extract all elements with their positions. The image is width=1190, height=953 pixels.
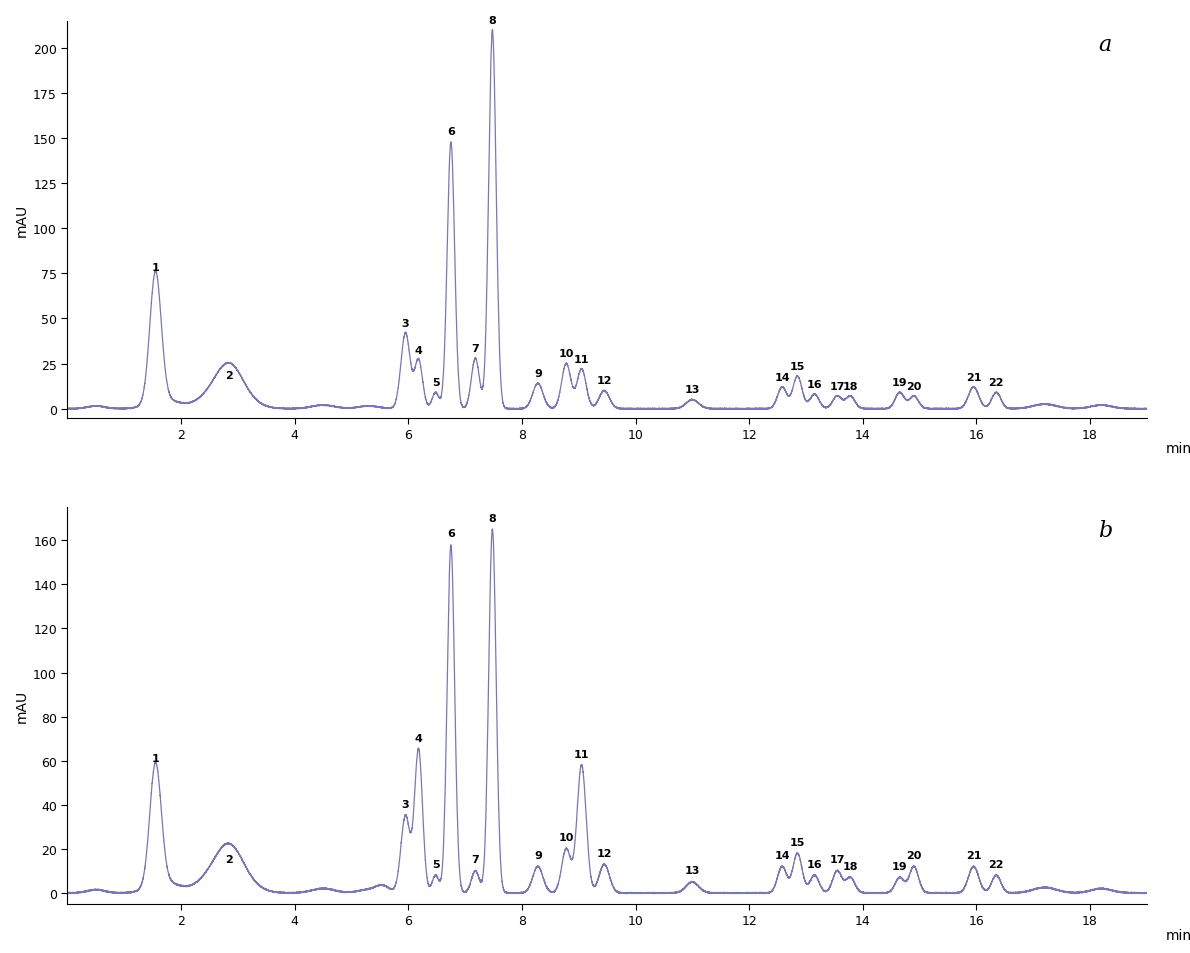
Text: a: a	[1098, 33, 1111, 56]
Text: 10: 10	[558, 349, 574, 358]
Text: 1: 1	[151, 753, 159, 763]
Text: 16: 16	[807, 859, 822, 869]
Text: 5: 5	[432, 859, 439, 869]
X-axis label: min: min	[1166, 442, 1190, 456]
Text: 11: 11	[574, 749, 589, 759]
Text: 8: 8	[489, 15, 496, 26]
Text: 18: 18	[843, 381, 858, 392]
Text: 20: 20	[907, 850, 921, 860]
Text: 21: 21	[966, 850, 982, 860]
Text: 5: 5	[432, 377, 439, 388]
Text: 20: 20	[907, 381, 921, 392]
Text: 17: 17	[829, 855, 845, 864]
Text: 12: 12	[596, 848, 612, 858]
Y-axis label: mAU: mAU	[15, 204, 29, 236]
Text: 6: 6	[447, 128, 455, 137]
Text: b: b	[1098, 519, 1113, 541]
Text: 14: 14	[775, 373, 790, 382]
Text: 1: 1	[151, 262, 159, 273]
Text: 3: 3	[402, 800, 409, 809]
Text: 7: 7	[471, 343, 480, 354]
Text: 19: 19	[891, 861, 908, 871]
Text: 4: 4	[414, 733, 422, 743]
Text: 16: 16	[807, 379, 822, 390]
Text: 22: 22	[989, 859, 1004, 869]
Text: 10: 10	[558, 832, 574, 842]
Text: 9: 9	[534, 850, 541, 860]
Text: 8: 8	[489, 513, 496, 523]
Text: 13: 13	[684, 385, 700, 395]
Text: 13: 13	[684, 865, 700, 876]
X-axis label: min: min	[1166, 928, 1190, 942]
Text: 18: 18	[843, 861, 858, 871]
Text: 19: 19	[891, 377, 908, 388]
Text: 7: 7	[471, 855, 480, 864]
Text: 9: 9	[534, 369, 541, 378]
Text: 2: 2	[225, 855, 233, 864]
Text: 11: 11	[574, 355, 589, 364]
Text: 17: 17	[829, 381, 845, 392]
Text: 6: 6	[447, 529, 455, 538]
Text: 15: 15	[790, 837, 806, 847]
Text: 4: 4	[414, 345, 422, 355]
Text: 21: 21	[966, 373, 982, 382]
Text: 15: 15	[790, 361, 806, 372]
Y-axis label: mAU: mAU	[15, 689, 29, 722]
Text: 3: 3	[402, 318, 409, 328]
Text: 12: 12	[596, 375, 612, 386]
Text: 2: 2	[225, 371, 233, 380]
Text: 14: 14	[775, 850, 790, 860]
Text: 22: 22	[989, 377, 1004, 388]
